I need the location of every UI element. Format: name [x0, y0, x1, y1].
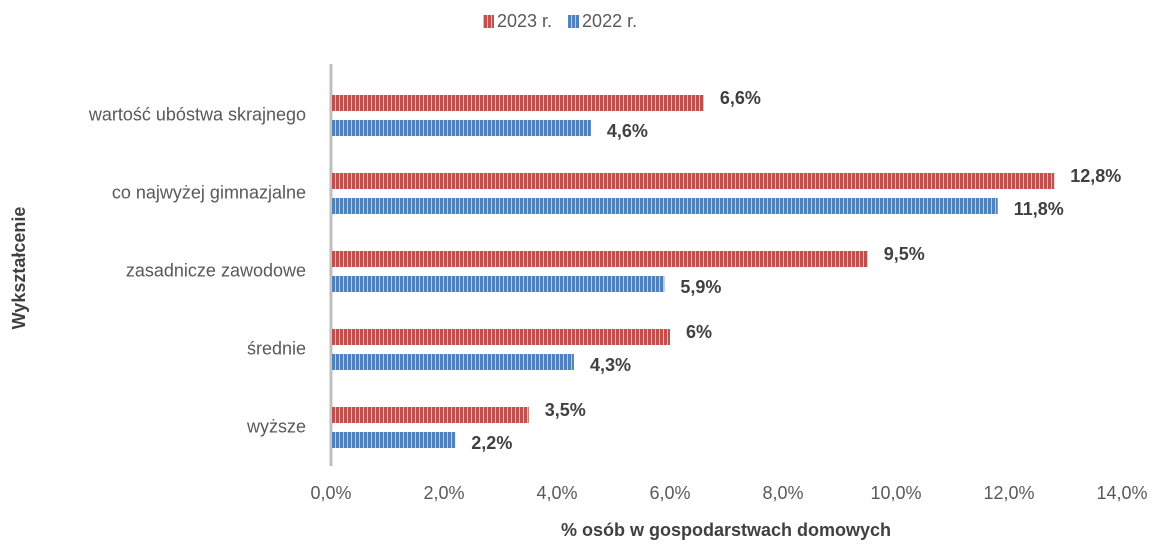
- y-tick-label: wyższe: [246, 416, 306, 436]
- legend-label: 2022 r.: [582, 11, 637, 31]
- y-tick-label: wartość ubóstwa skrajnego: [88, 104, 306, 124]
- data-label: 11,8%: [1014, 199, 1064, 219]
- data-label: 4,3%: [590, 355, 631, 375]
- x-tick-label: 10,0%: [870, 483, 921, 503]
- x-tick-label: 4,0%: [536, 483, 577, 503]
- y-tick-label: średnie: [247, 338, 306, 358]
- data-label: 3,5%: [545, 400, 586, 420]
- legend-swatch: [568, 15, 580, 28]
- data-label: 9,5%: [884, 244, 925, 264]
- legend-label: 2023 r.: [497, 11, 552, 31]
- bar: [331, 120, 591, 136]
- y-tick-label: zasadnicze zawodowe: [126, 260, 306, 280]
- data-label: 5,9%: [680, 277, 721, 297]
- bar: [331, 329, 670, 345]
- y-axis-label: Wykształcenie: [9, 207, 29, 330]
- bar: [331, 407, 529, 423]
- x-tick-label: 12,0%: [983, 483, 1034, 503]
- bar: [331, 432, 456, 448]
- bar: [331, 173, 1055, 189]
- x-tick-label: 14,0%: [1096, 483, 1147, 503]
- bar: [331, 251, 868, 267]
- legend-swatch: [483, 15, 494, 28]
- bar: [331, 198, 998, 214]
- data-label: 12,8%: [1070, 166, 1121, 186]
- data-label: 6,6%: [720, 88, 761, 108]
- x-tick-label: 6,0%: [649, 483, 690, 503]
- x-tick-label: 0,0%: [310, 483, 351, 503]
- x-axis-label: % osób w gospodarstwach domowych: [561, 520, 891, 540]
- bar: [331, 354, 574, 370]
- data-label: 6%: [686, 322, 712, 342]
- data-label: 2,2%: [471, 433, 512, 453]
- x-tick-label: 2,0%: [423, 483, 464, 503]
- y-tick-label: co najwyżej gimnazjalne: [112, 182, 306, 202]
- data-label: 4,6%: [607, 121, 648, 141]
- x-tick-label: 8,0%: [762, 483, 803, 503]
- bar: [331, 95, 704, 111]
- bar: [331, 276, 665, 292]
